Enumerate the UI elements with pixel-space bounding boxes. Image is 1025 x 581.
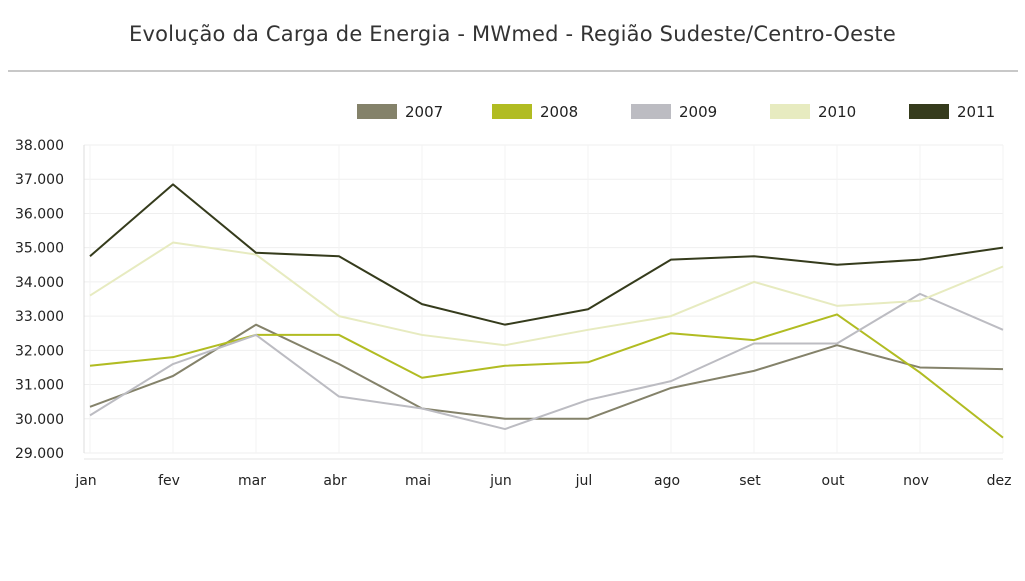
y-tick-label: 30.000 [15, 412, 64, 428]
x-tick-label: dez [987, 473, 1012, 489]
x-tick-label: fev [158, 473, 180, 489]
axes [83, 145, 1003, 460]
y-tick-label: 33.000 [15, 309, 64, 325]
legend-swatch-2011 [909, 104, 949, 119]
y-axis-ticks: 29.000 30.000 31.000 32.000 33.000 34.000 35.0… [15, 138, 64, 462]
chart-title: Evolução da Carga de Energia - MWmed - R… [129, 22, 896, 46]
legend-label-2010: 2010 [818, 103, 856, 121]
x-tick-label: ago [654, 473, 680, 489]
y-tick-label: 32.000 [15, 343, 64, 359]
series-line-2007 [89, 323, 1004, 420]
x-tick-label: out [822, 473, 845, 489]
x-tick-label: jan [74, 473, 96, 489]
y-tick-label: 35.000 [15, 241, 64, 257]
x-tick-label: jun [489, 473, 512, 489]
x-tick-label: abr [323, 473, 346, 489]
y-tick-label: 38.000 [15, 138, 64, 154]
series-line-2011 [89, 183, 1004, 326]
legend-label-2009: 2009 [679, 103, 717, 121]
legend-swatch-2008 [492, 104, 532, 119]
series-lines [89, 183, 1004, 439]
x-tick-label: jul [575, 473, 593, 489]
series-line-2010 [89, 241, 1004, 347]
legend-label-2008: 2008 [540, 103, 578, 121]
y-tick-label: 34.000 [15, 275, 64, 291]
x-tick-label: nov [903, 473, 929, 489]
title-divider [8, 70, 1018, 72]
legend-swatch-2009 [631, 104, 671, 119]
legend-swatch-2007 [357, 104, 397, 119]
legend-label-2011: 2011 [957, 103, 995, 121]
x-tick-label: set [739, 473, 761, 489]
x-tick-label: mar [238, 473, 266, 489]
grid-lines [84, 144, 1004, 454]
x-axis-ticks: jan fev mar abr mai jun jul ago set out nov dez [74, 473, 1011, 489]
x-tick-label: mai [405, 473, 431, 489]
legend: 2007 2008 2009 2010 2011 [357, 103, 995, 121]
series-line-2009 [89, 292, 1004, 431]
y-tick-label: 36.000 [15, 206, 64, 222]
y-tick-label: 31.000 [15, 378, 64, 394]
series-line-2008 [89, 313, 1004, 439]
legend-swatch-2010 [770, 104, 810, 119]
y-tick-label: 29.000 [15, 446, 64, 462]
legend-label-2007: 2007 [405, 103, 443, 121]
y-tick-label: 37.000 [15, 172, 64, 188]
